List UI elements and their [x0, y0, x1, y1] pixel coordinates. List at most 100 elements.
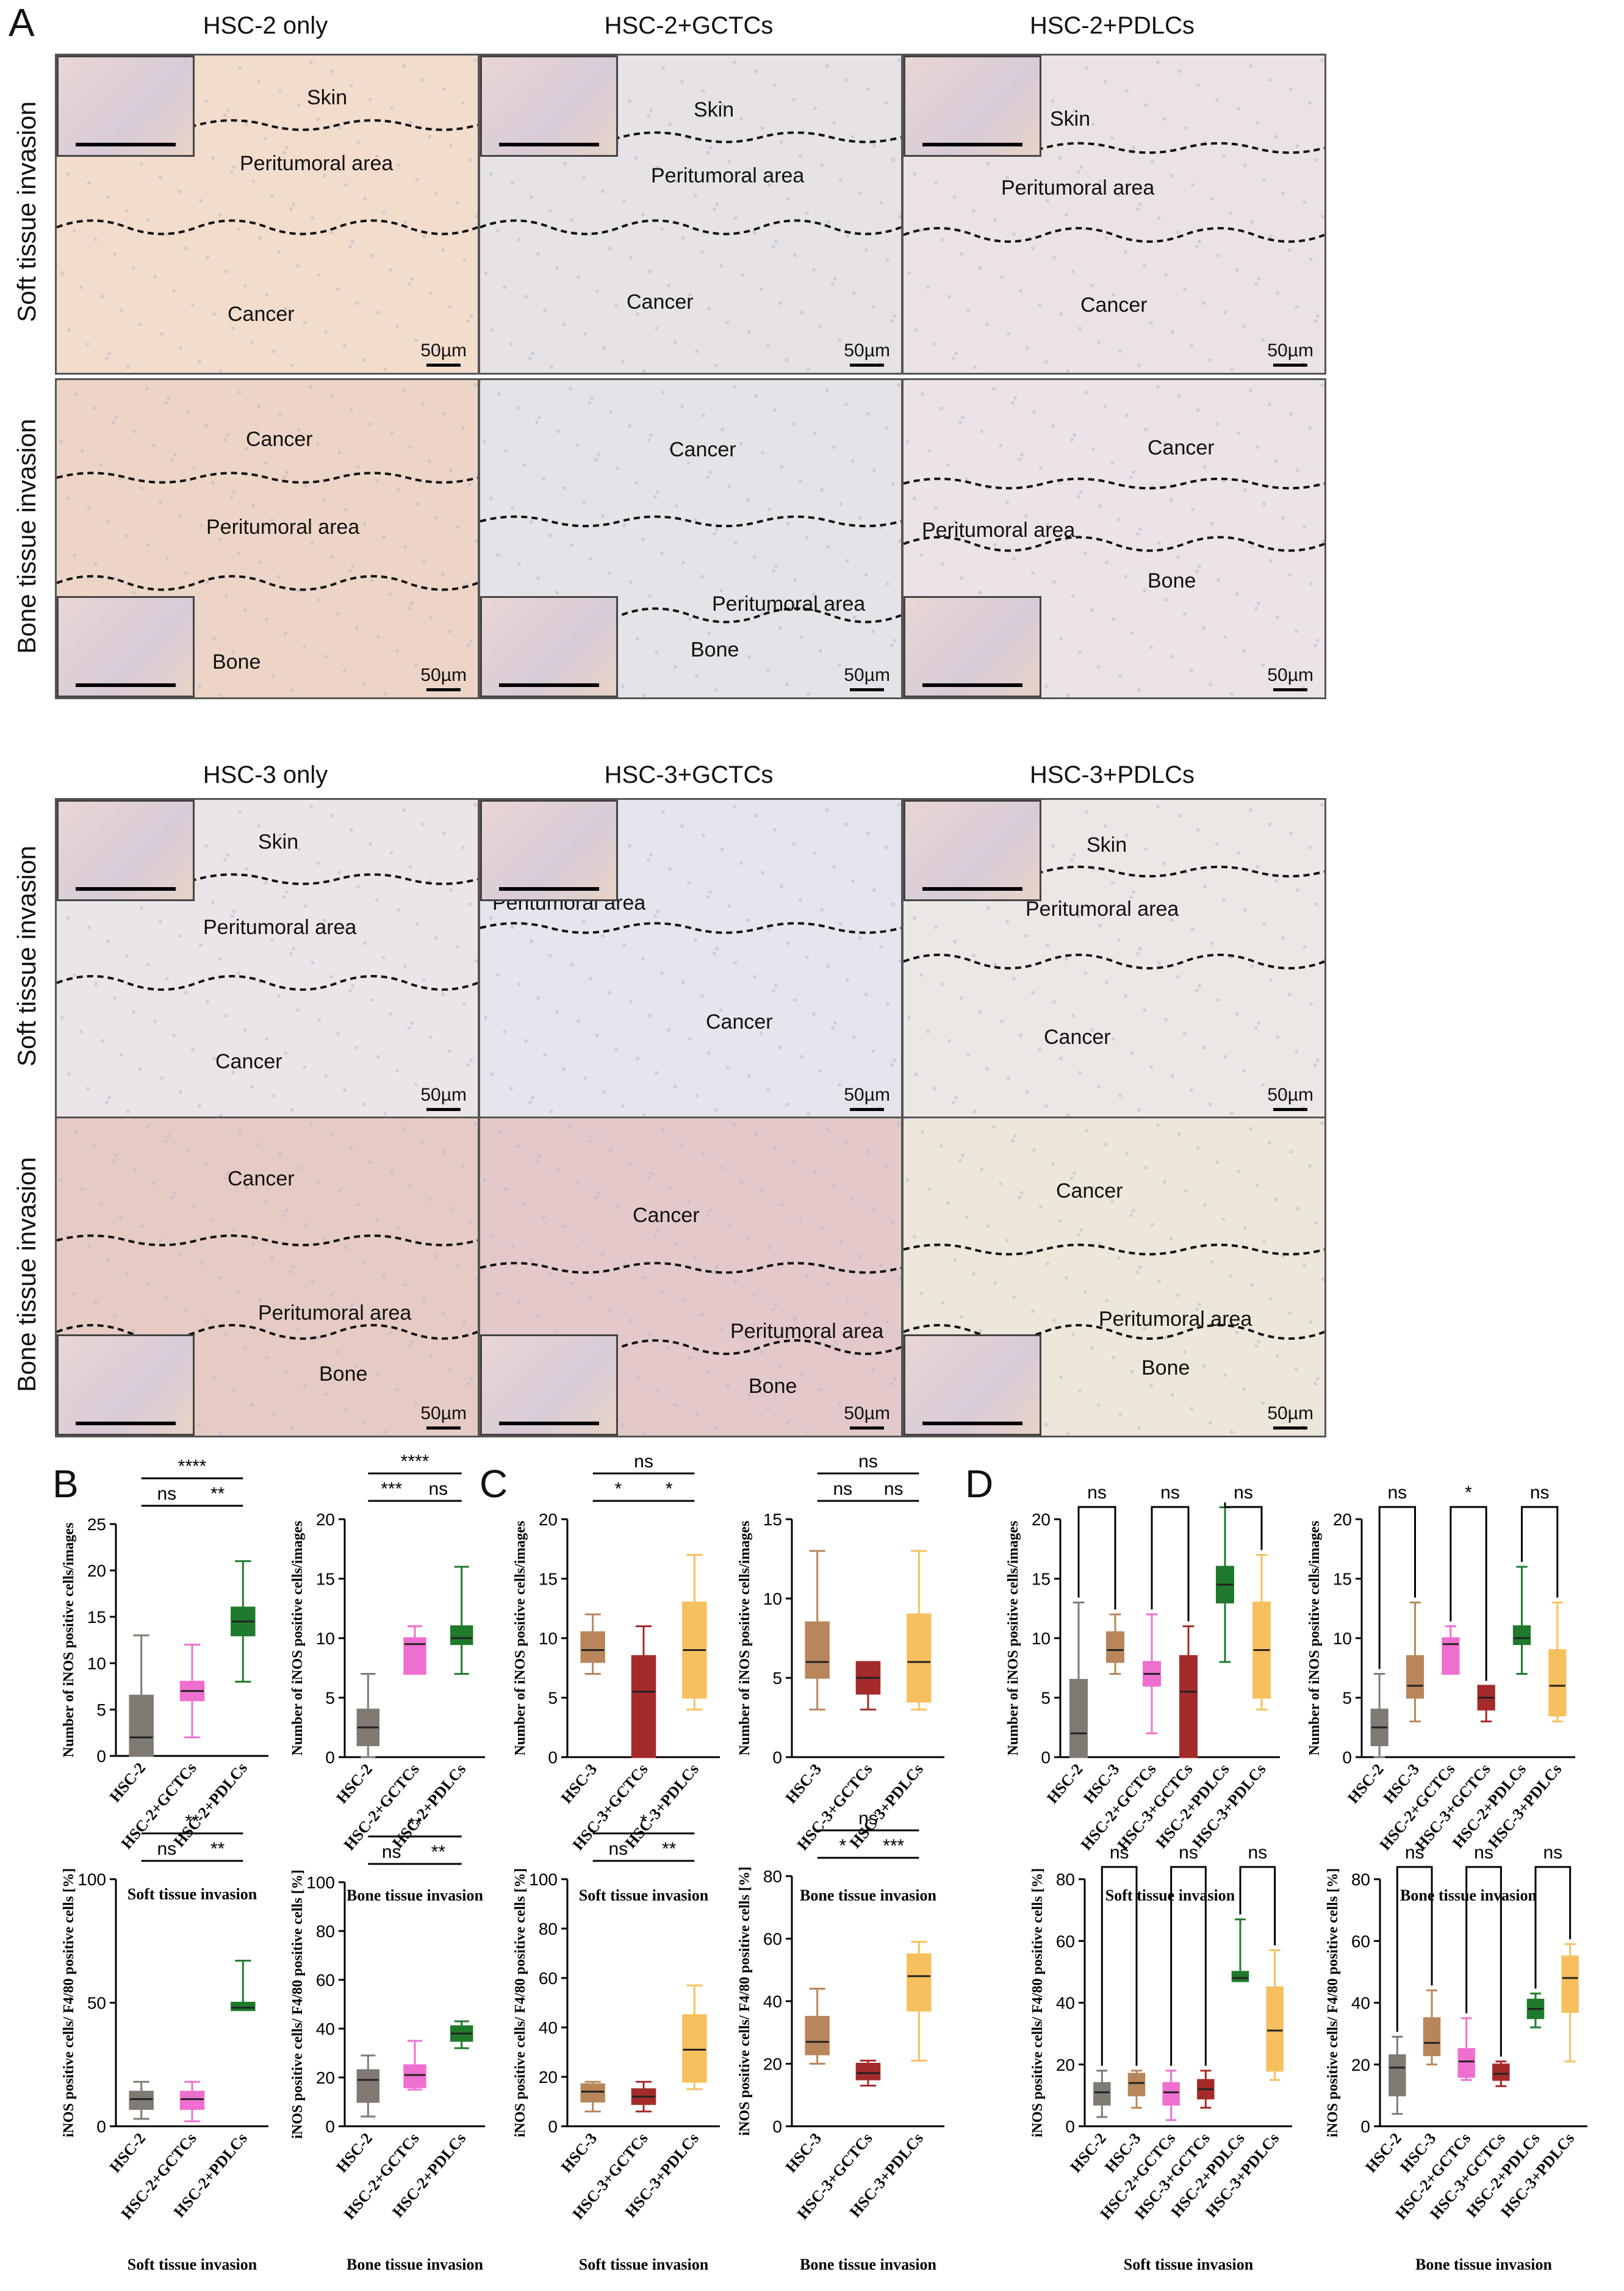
cell-nucleus: [1000, 275, 1004, 279]
cell-nucleus: [185, 410, 189, 414]
cell-nucleus: [456, 945, 459, 949]
cell-nucleus: [719, 264, 723, 268]
cell-nucleus: [766, 1407, 770, 1411]
cell-nucleus: [807, 692, 810, 696]
cell-nucleus: [1302, 1264, 1306, 1267]
cell-nucleus: [133, 430, 137, 433]
cell-nucleus: [1191, 927, 1195, 931]
cell-nucleus: [642, 1432, 646, 1436]
scale-bar-label: 50µm: [844, 665, 890, 685]
cell-nucleus: [475, 215, 478, 218]
cell-nucleus: [258, 236, 262, 240]
cell-nucleus: [264, 137, 267, 140]
cell-nucleus: [408, 1026, 411, 1030]
cell-nucleus: [1138, 527, 1142, 531]
cell-nucleus: [1229, 1274, 1232, 1278]
cell-nucleus: [785, 358, 789, 362]
box: [907, 1953, 932, 2012]
cell-nucleus: [838, 1083, 841, 1087]
cell-nucleus: [1072, 109, 1076, 112]
cell-nucleus: [813, 431, 817, 435]
cell-nucleus: [1156, 1123, 1160, 1127]
cell-nucleus: [550, 365, 553, 369]
cell-nucleus: [1268, 78, 1271, 82]
cell-nucleus: [674, 1403, 677, 1407]
cell-nucleus: [1237, 1170, 1240, 1173]
cell-nucleus: [726, 646, 730, 649]
cell-nucleus: [753, 231, 756, 234]
cell-nucleus: [992, 387, 996, 390]
cell-nucleus: [271, 1412, 275, 1416]
cell-nucleus: [81, 449, 84, 453]
cell-nucleus: [1171, 330, 1174, 334]
cell-nucleus: [1052, 1318, 1056, 1322]
cell-nucleus: [760, 1350, 763, 1354]
cell-nucleus: [243, 284, 247, 287]
y-tick-label: 50: [87, 1994, 106, 2013]
hsc3-soft-micrograph: Skin Peritumoral area Cancer 50µm: [55, 798, 480, 1119]
cell-nucleus: [1129, 895, 1133, 899]
cell-nucleus: [212, 1057, 216, 1060]
region-label: Skin: [258, 830, 299, 854]
cell-nucleus: [257, 405, 260, 408]
cell-nucleus: [1308, 101, 1312, 105]
significance-label: ns: [858, 1808, 878, 1829]
cell-nucleus: [753, 555, 756, 559]
cell-nucleus: [376, 1055, 380, 1059]
y-tick-label: 80: [539, 1919, 558, 1938]
cell-nucleus: [812, 268, 816, 272]
cell-nucleus: [680, 80, 684, 84]
cell-nucleus: [999, 1182, 1002, 1185]
cell-nucleus: [178, 190, 181, 193]
scale-bar: 50µm: [420, 1403, 467, 1430]
tissue-boundary-lines: [57, 380, 478, 697]
cell-nucleus: [741, 273, 744, 277]
cell-nucleus: [1059, 1057, 1063, 1060]
cell-nucleus: [919, 229, 923, 232]
significance-label: **: [662, 1839, 677, 1859]
cell-nucleus: [885, 426, 888, 430]
cell-nucleus: [846, 559, 849, 563]
cell-nucleus: [1144, 103, 1148, 107]
cell-nucleus: [238, 810, 242, 814]
scale-bar-label: 50µm: [844, 340, 890, 361]
cell-nucleus: [986, 162, 990, 165]
cell-nucleus: [165, 557, 169, 561]
cell-nucleus: [786, 522, 790, 525]
cell-nucleus: [785, 683, 789, 686]
cell-nucleus: [237, 1290, 240, 1293]
cell-nucleus: [375, 154, 379, 158]
cell-nucleus: [774, 564, 778, 568]
cell-nucleus: [153, 275, 157, 279]
cell-nucleus: [1269, 1297, 1273, 1301]
box: [855, 2063, 881, 2081]
cell-nucleus: [747, 330, 751, 334]
cell-nucleus: [442, 412, 446, 415]
cell-nucleus: [767, 1246, 771, 1250]
cell-nucleus: [754, 394, 758, 398]
cell-nucleus: [1125, 414, 1129, 417]
cell-nucleus: [1052, 1000, 1056, 1004]
cell-nucleus: [344, 183, 348, 187]
cell-nucleus: [897, 59, 900, 62]
cell-nucleus: [1235, 1331, 1239, 1334]
scale-bar: 50µm: [1267, 665, 1313, 691]
significance-label: ns: [634, 1451, 653, 1472]
cell-nucleus: [1136, 532, 1140, 536]
cell-nucleus: [497, 392, 501, 396]
box: [231, 2002, 256, 2012]
cell-nucleus: [1046, 199, 1049, 203]
cell-nucleus: [250, 665, 254, 669]
cell-nucleus: [66, 172, 70, 176]
y-tick-label: 20: [539, 1510, 558, 1529]
cell-nucleus: [621, 685, 625, 688]
cell-nucleus: [1143, 1327, 1146, 1331]
cell-nucleus: [820, 164, 824, 167]
cell-nucleus: [467, 1063, 470, 1067]
cell-nucleus: [641, 213, 645, 217]
cell-nucleus: [204, 1162, 208, 1166]
cell-nucleus: [140, 1225, 143, 1228]
cell-nucleus: [608, 1309, 611, 1313]
cell-nucleus: [707, 1051, 711, 1055]
cell-nucleus: [153, 1020, 157, 1023]
